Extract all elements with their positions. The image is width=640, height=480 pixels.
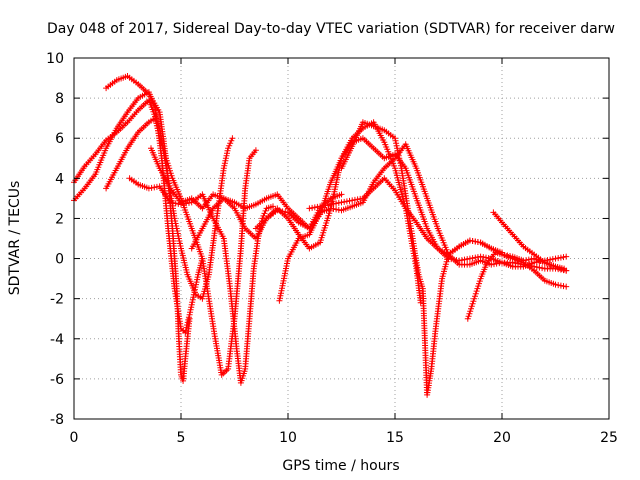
chart-title: Day 048 of 2017, Sidereal Day-to-day VTE… [47, 21, 615, 37]
x-tick-label: 25 [600, 430, 618, 446]
y-tick-label: 6 [55, 131, 64, 147]
grid-layer [74, 58, 609, 419]
y-axis-label: SDTVAR / TECUs [7, 181, 23, 296]
y-tick-label: -2 [50, 292, 64, 308]
y-tick-label: -8 [50, 412, 64, 428]
series-markers [490, 209, 568, 272]
series-layer [71, 73, 570, 398]
y-tick-label: 0 [55, 252, 64, 268]
plot-frame [73, 57, 610, 420]
series-sat-k [338, 119, 505, 398]
series-markers [464, 249, 570, 322]
series-markers [103, 73, 193, 384]
x-tick-label: 5 [177, 430, 186, 446]
series-markers [338, 119, 505, 398]
series-sat-l [464, 249, 570, 322]
x-tick-label: 15 [386, 430, 404, 446]
y-tick-label: 8 [55, 91, 64, 107]
x-tick-label: 0 [70, 430, 79, 446]
y-tick-label: 4 [55, 171, 64, 187]
series-sat-m [490, 209, 568, 272]
y-tick-label: -4 [50, 332, 64, 348]
series-sat-j [306, 175, 570, 270]
x-tick-label: 20 [493, 430, 511, 446]
series-sat-d [103, 115, 259, 378]
tick-layer: 0 5 10 15 20 25 -8 -6 -4 -2 0 2 4 6 8 10 [46, 51, 618, 446]
y-tick-label: 2 [55, 211, 64, 227]
series-markers [126, 175, 276, 386]
x-axis-label: GPS time / hours [282, 458, 399, 474]
y-tick-label: 10 [46, 51, 64, 67]
series-sat-c [103, 73, 193, 384]
series-markers [103, 115, 259, 378]
y-tick-label: -6 [50, 372, 64, 388]
x-tick-label: 10 [279, 430, 297, 446]
series-markers [306, 175, 570, 270]
series-sat-e [126, 175, 276, 386]
